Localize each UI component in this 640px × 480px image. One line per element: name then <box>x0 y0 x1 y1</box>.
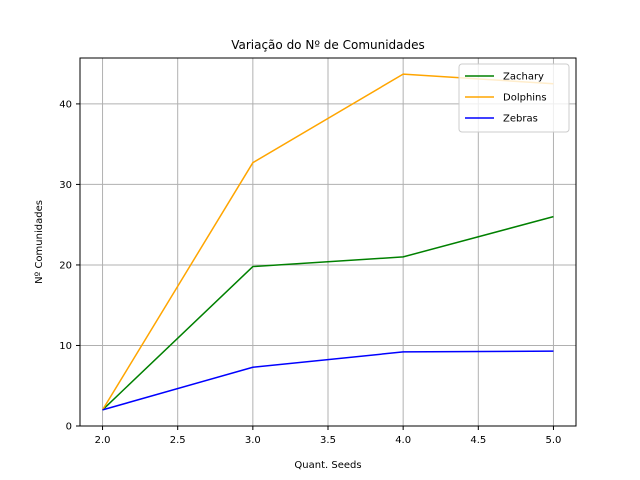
legend-box <box>458 63 570 133</box>
y-tick-label: 20 <box>59 260 72 271</box>
y-tick-label: 40 <box>59 99 72 110</box>
legend: Zachary Dolphins Zebras <box>458 63 570 133</box>
y-tick-label: 30 <box>59 180 72 191</box>
y-axis-ticks: 0 10 20 30 40 <box>59 99 80 433</box>
x-tick-label: 4.0 <box>395 435 411 446</box>
x-axis-ticks: 2.0 2.5 3.0 3.5 4.0 4.5 5.0 <box>95 426 562 446</box>
x-tick-label: 2.5 <box>170 435 186 446</box>
x-tick-label: 4.5 <box>470 435 486 446</box>
x-axis-label: Quant. Seeds <box>294 460 361 471</box>
y-axis-label: Nº Comunidades <box>34 200 45 284</box>
chart-title: Variação do Nº de Comunidades <box>231 38 425 52</box>
x-tick-label: 3.5 <box>320 435 336 446</box>
x-tick-label: 3.0 <box>245 435 261 446</box>
series-line-zachary <box>102 215 554 411</box>
series-line-zebras <box>102 350 554 411</box>
legend-label-dolphins: Dolphins <box>503 93 547 104</box>
legend-label-zachary: Zachary <box>503 72 544 83</box>
x-tick-label: 5.0 <box>546 435 562 446</box>
x-tick-label: 2.0 <box>95 435 111 446</box>
legend-label-zebras: Zebras <box>503 114 538 125</box>
y-tick-label: 10 <box>59 341 72 352</box>
y-tick-label: 0 <box>66 422 72 433</box>
